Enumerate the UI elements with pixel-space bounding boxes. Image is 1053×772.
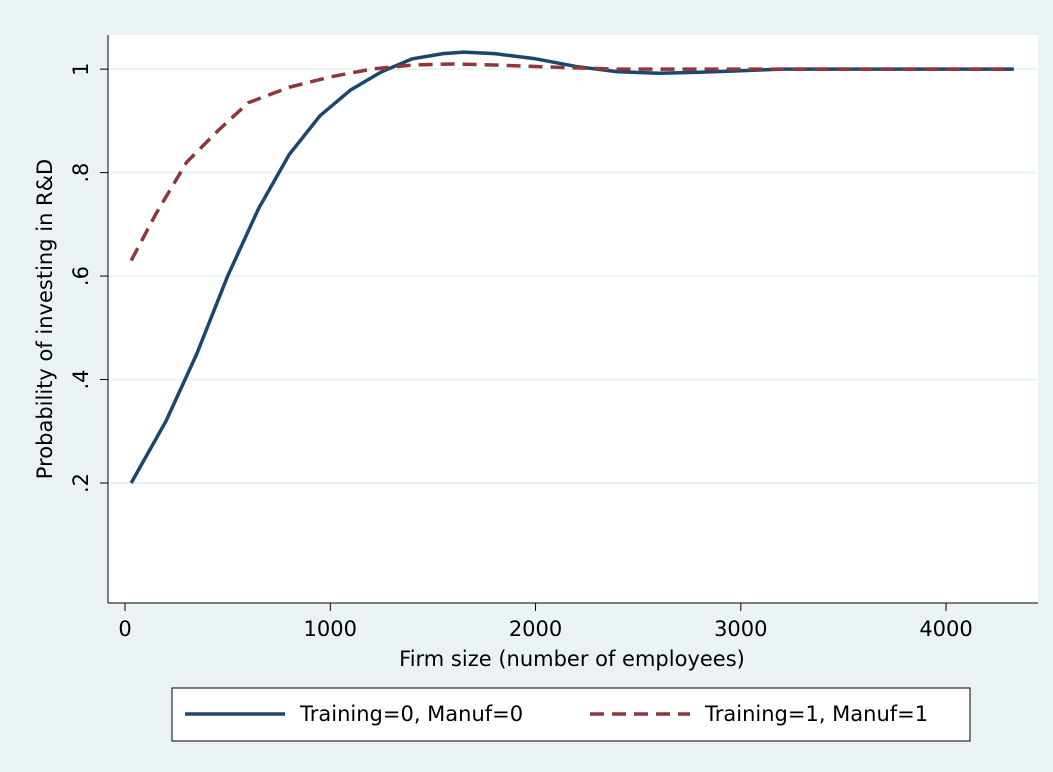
legend (171, 687, 971, 742)
y-tick-label: .2 (69, 473, 93, 493)
plot-area (108, 35, 1038, 603)
y-tick-label: 1 (69, 62, 93, 75)
x-tick-label: 3000 (714, 617, 767, 641)
x-axis-title: Firm size (number of employees) (399, 647, 745, 671)
y-tick-label: .6 (69, 266, 93, 286)
y-tick-label: .8 (69, 163, 93, 183)
legend-label: Training=1, Manuf=1 (704, 702, 928, 726)
x-tick-label: 2000 (509, 617, 562, 641)
x-tick-label: 0 (118, 617, 131, 641)
x-tick-label: 1000 (304, 617, 357, 641)
x-tick-label: 4000 (919, 617, 972, 641)
y-tick-label: .4 (69, 370, 93, 390)
y-axis-title: Probability of investing in R&D (33, 159, 57, 479)
legend-label: Training=0, Manuf=0 (299, 702, 523, 726)
